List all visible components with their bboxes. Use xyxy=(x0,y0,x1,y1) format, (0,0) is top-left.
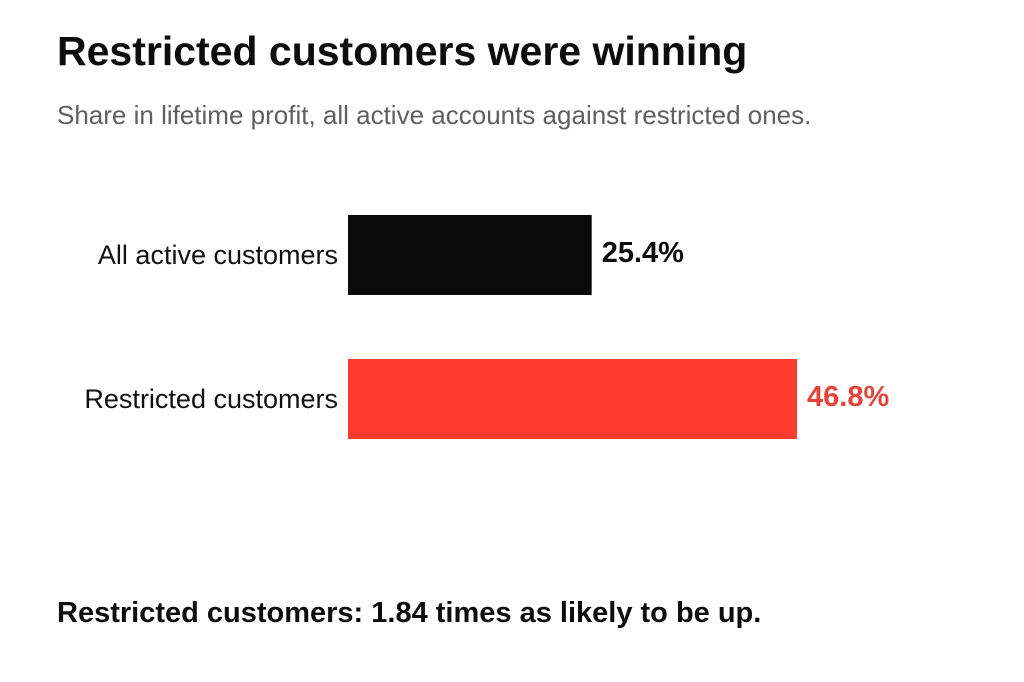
bar-all-active-customers xyxy=(348,215,592,295)
category-label-restricted-customers: Restricted customers xyxy=(84,384,338,414)
chart-subtitle: Share in lifetime profit, all active acc… xyxy=(57,100,812,130)
value-label-restricted-customers: 46.8% xyxy=(807,381,889,413)
chart-footnote: Restricted customers: 1.84 times as like… xyxy=(57,597,762,629)
bar-restricted-customers xyxy=(348,359,797,439)
category-label-all-active-customers: All active customers xyxy=(98,240,338,270)
value-label-all-active-customers: 25.4% xyxy=(602,237,684,269)
chart-title: Restricted customers were winning xyxy=(57,28,748,74)
